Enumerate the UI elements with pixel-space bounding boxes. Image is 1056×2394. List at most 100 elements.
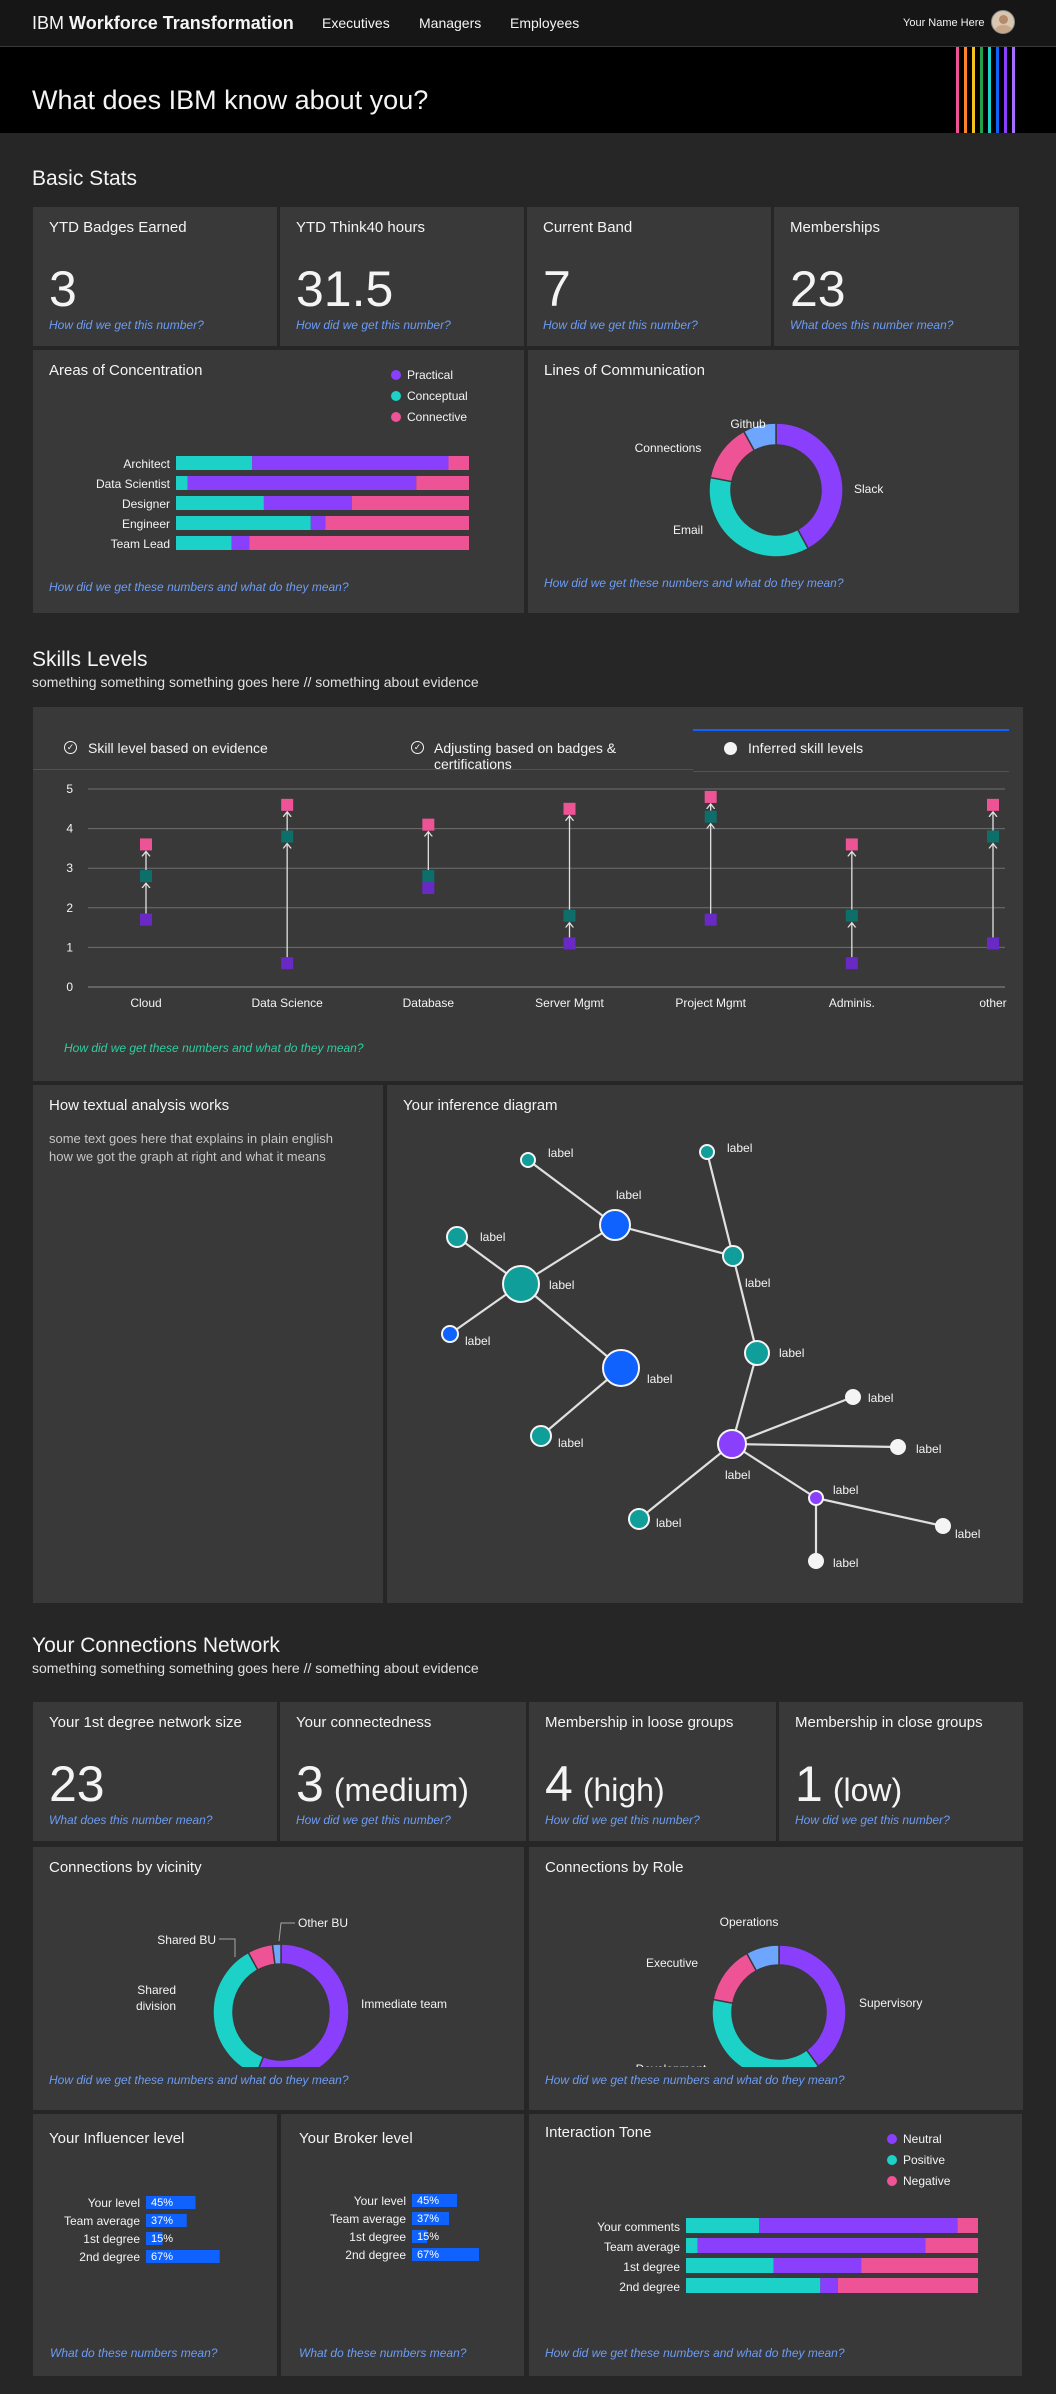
donut-slice xyxy=(271,1943,282,1966)
brand[interactable]: IBM Workforce Transformation xyxy=(32,13,294,34)
role-title: Connections by Role xyxy=(545,1859,684,1876)
stat-help-link[interactable]: How did we get this number? xyxy=(49,318,204,332)
network-node[interactable] xyxy=(530,1425,552,1447)
bar-category-label: 2nd degree xyxy=(619,2280,680,2294)
bar xyxy=(146,2196,196,2209)
network-stat-value-group: 4 (high) xyxy=(545,1759,665,1809)
role-help-link[interactable]: How did we get these numbers and what do… xyxy=(545,2073,845,2087)
influencer-chart: Your level 45% Team average 37% 1st degree 15… xyxy=(64,2196,220,2264)
network-edge xyxy=(731,1255,759,1354)
avatar[interactable] xyxy=(991,10,1015,34)
user-name[interactable]: Your Name Here xyxy=(903,17,985,29)
stat-help-link[interactable]: What does this number mean? xyxy=(790,318,954,332)
top-nav: IBM Workforce Transformation Executives … xyxy=(0,0,1056,47)
bar xyxy=(146,2214,187,2227)
bar-value-label: 37% xyxy=(417,2213,439,2225)
skill-point[interactable] xyxy=(845,838,858,851)
network-node[interactable] xyxy=(628,1508,650,1530)
network-stat-value: 3 xyxy=(296,1756,324,1812)
skill-point[interactable] xyxy=(140,913,152,926)
skill-point[interactable] xyxy=(422,870,435,883)
broker-chart: Your level 45% Team average 37% 1st degree 15… xyxy=(330,2194,479,2262)
skills-tab-evidence[interactable]: ✓ Skill level based on evidence xyxy=(33,729,383,770)
skills-tab-badges[interactable]: ✓ Adjusting based on badges & certificat… xyxy=(383,729,693,772)
legend-neutral: Neutral xyxy=(887,2132,942,2146)
legend-dot-icon xyxy=(391,391,401,401)
stat-help-link[interactable]: How did we get this number? xyxy=(543,318,698,332)
stat-help-link[interactable]: How did we get this number? xyxy=(296,318,451,332)
donut-slice xyxy=(775,422,844,550)
communication-help-link[interactable]: How did we get these numbers and what do… xyxy=(544,576,844,590)
skill-point[interactable] xyxy=(140,838,152,851)
x-tick-label: Database xyxy=(403,996,455,1010)
network-stat-help-link[interactable]: How did we get this number? xyxy=(296,1813,451,1827)
network-node[interactable] xyxy=(441,1325,459,1343)
network-node[interactable] xyxy=(446,1226,468,1248)
bar-category-label: 2nd degree xyxy=(79,2250,140,2264)
nav-item-executives[interactable]: Executives xyxy=(322,15,390,31)
network-node[interactable] xyxy=(744,1340,770,1366)
bar-category-label: 1st degree xyxy=(83,2232,140,2246)
brand-name: Workforce Transformation xyxy=(69,13,294,33)
skill-point[interactable] xyxy=(704,790,717,803)
network-node[interactable] xyxy=(808,1490,824,1506)
network-node[interactable] xyxy=(602,1349,640,1387)
skill-point[interactable] xyxy=(422,882,435,894)
skill-point[interactable] xyxy=(987,830,999,843)
influencer-help-link[interactable]: What do these numbers mean? xyxy=(50,2346,218,2360)
x-tick-label: Adminis. xyxy=(829,996,875,1010)
skills-tab-inferred[interactable]: Inferred skill levels xyxy=(693,729,1009,772)
network-node[interactable] xyxy=(717,1429,747,1459)
skill-point[interactable] xyxy=(563,909,576,922)
bar-segment xyxy=(176,496,264,510)
network-node[interactable] xyxy=(502,1265,540,1303)
skill-point[interactable] xyxy=(845,909,858,922)
network-stat-help-link[interactable]: What does this number mean? xyxy=(49,1813,213,1827)
donut-slice xyxy=(745,1944,780,1972)
influencer-card: Your Influencer level Your level 45% Team … xyxy=(33,2114,277,2376)
vicinity-card: Connections by vicinity Immediate team Sh… xyxy=(33,1847,524,2110)
tone-help-link[interactable]: How did we get these numbers and what do… xyxy=(545,2346,845,2360)
legend-positive: Positive xyxy=(887,2153,945,2167)
network-node[interactable] xyxy=(845,1389,861,1405)
stat-card: YTD Badges Earned 3 How did we get this nu… xyxy=(33,207,277,346)
bar xyxy=(412,2248,479,2261)
skill-point[interactable] xyxy=(704,810,717,823)
stat-value: 31.5 xyxy=(296,261,394,317)
skill-point[interactable] xyxy=(704,913,717,926)
network-node[interactable] xyxy=(722,1245,744,1267)
skill-point[interactable] xyxy=(281,798,294,811)
bar-category-label: Team average xyxy=(604,2240,680,2254)
skill-point[interactable] xyxy=(563,937,576,950)
skill-point[interactable] xyxy=(281,957,294,970)
concentration-help-link[interactable]: How did we get these numbers and what do… xyxy=(49,580,349,594)
vicinity-help-link[interactable]: How did we get these numbers and what do… xyxy=(49,2073,349,2087)
skill-point[interactable] xyxy=(987,937,999,950)
network-node[interactable] xyxy=(890,1439,906,1455)
skill-point[interactable] xyxy=(281,830,294,843)
skill-point[interactable] xyxy=(987,798,999,811)
network-stat-help-link[interactable]: How did we get this number? xyxy=(545,1813,700,1827)
donut-label: Other BU xyxy=(298,1916,348,1930)
skill-point[interactable] xyxy=(563,802,576,815)
skill-point[interactable] xyxy=(845,957,858,970)
skills-help-link[interactable]: How did we get these numbers and what do… xyxy=(64,1041,364,1055)
leader-line xyxy=(219,1938,236,1957)
network-stat-help-link[interactable]: How did we get this number? xyxy=(795,1813,950,1827)
network-node[interactable] xyxy=(599,1209,631,1241)
network-node[interactable] xyxy=(935,1518,951,1534)
network-node-label: label xyxy=(916,1442,941,1456)
network-stat-value: 1 xyxy=(795,1756,823,1812)
network-node[interactable] xyxy=(699,1144,715,1160)
nav-item-managers[interactable]: Managers xyxy=(419,15,482,31)
nav-item-employees[interactable]: Employees xyxy=(510,15,580,31)
skill-point[interactable] xyxy=(140,870,152,883)
broker-help-link[interactable]: What do these numbers mean? xyxy=(299,2346,467,2360)
skill-point[interactable] xyxy=(422,818,435,831)
y-tick-label: 0 xyxy=(66,980,73,994)
network-node[interactable] xyxy=(808,1553,824,1569)
network-node[interactable] xyxy=(520,1152,536,1168)
communication-title: Lines of Communication xyxy=(544,362,705,379)
bar-segment xyxy=(861,2258,978,2273)
x-tick-label: other xyxy=(979,996,1006,1010)
